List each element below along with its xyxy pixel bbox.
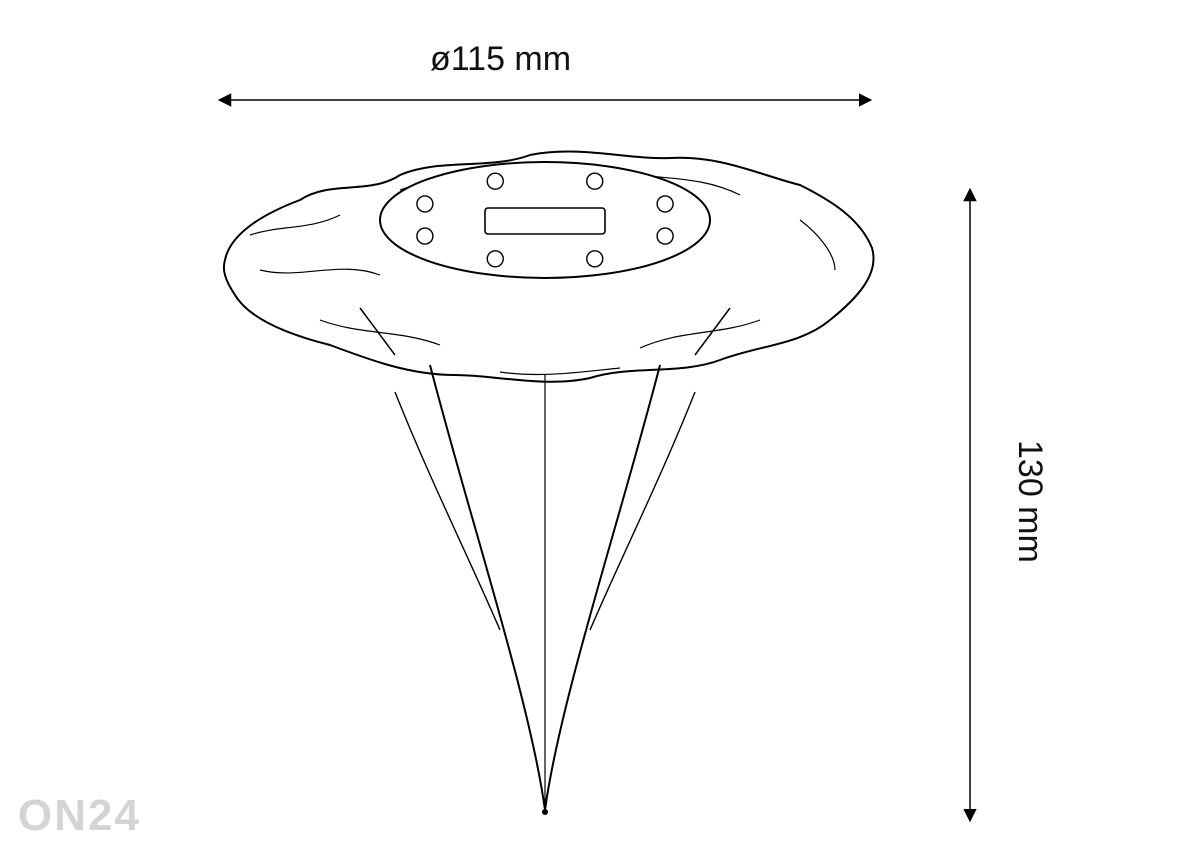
led-dot-7	[487, 173, 503, 189]
dimension-width-label: ø115 mm	[430, 40, 571, 79]
led-dot-0	[587, 173, 603, 189]
dimension-height-label: 130 mm	[1010, 440, 1049, 563]
led-dot-3	[587, 251, 603, 267]
stem-front-left-edge	[430, 365, 545, 810]
solar-panel	[485, 208, 605, 234]
stem-tip	[542, 809, 548, 815]
diagram-svg	[0, 0, 1200, 859]
stem-front-right-edge	[545, 365, 660, 810]
diagram-stage: ø115 mm 130 mm ON24	[0, 0, 1200, 859]
watermark-text: ON24	[18, 791, 141, 841]
led-dot-1	[657, 196, 673, 212]
led-dot-6	[417, 196, 433, 212]
led-dot-4	[487, 251, 503, 267]
led-dot-5	[417, 228, 433, 244]
led-dot-2	[657, 228, 673, 244]
